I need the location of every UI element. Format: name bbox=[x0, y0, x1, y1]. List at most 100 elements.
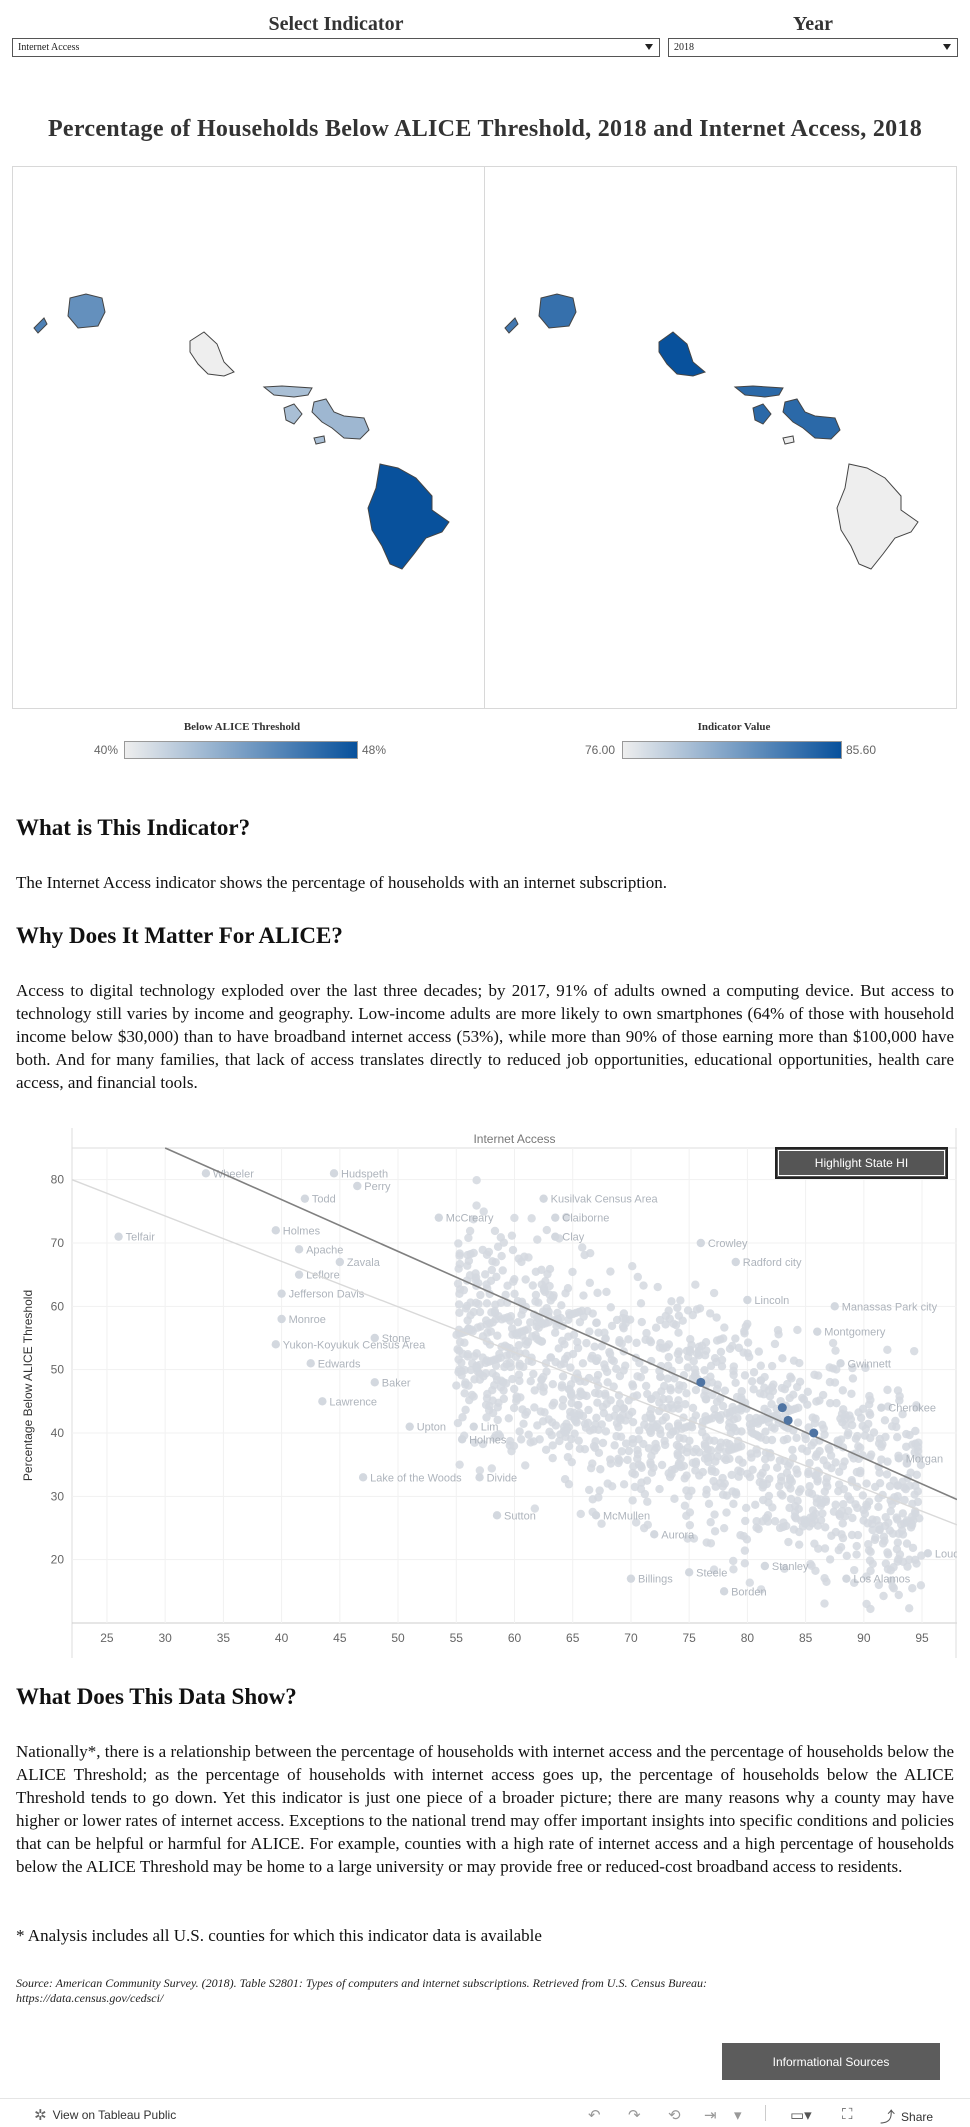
scatter-point bbox=[635, 1358, 644, 1368]
scatter-point bbox=[874, 1502, 883, 1512]
scatter-point bbox=[454, 1239, 463, 1248]
scatter-point bbox=[621, 1439, 631, 1448]
scatter-point bbox=[820, 1430, 829, 1439]
scatter-point bbox=[504, 1414, 513, 1423]
scatter-point bbox=[631, 1518, 641, 1527]
point-label: Borden bbox=[731, 1586, 766, 1598]
scatter-point bbox=[763, 1511, 773, 1520]
scatter-point bbox=[888, 1529, 898, 1538]
scatter-point bbox=[837, 1530, 846, 1539]
scatter-point bbox=[912, 1402, 922, 1412]
refresh-dropdown-icon[interactable]: ▾ bbox=[734, 2107, 742, 2124]
alice-map[interactable] bbox=[12, 166, 484, 709]
scatter-point bbox=[659, 1394, 668, 1404]
scatter-point bbox=[606, 1267, 615, 1276]
point-label: Aurora bbox=[661, 1529, 695, 1541]
scatter-point bbox=[492, 1511, 502, 1520]
scatter-point bbox=[201, 1169, 211, 1178]
point-label: Montgomery bbox=[824, 1327, 886, 1339]
scatter-point bbox=[548, 1441, 557, 1450]
scatter-point bbox=[463, 1352, 472, 1361]
scatter-point bbox=[499, 1238, 509, 1247]
scatter-point bbox=[657, 1460, 667, 1470]
scatter-point bbox=[797, 1444, 807, 1453]
map-island-oahu bbox=[189, 331, 235, 377]
point-label: Edwards bbox=[318, 1358, 361, 1370]
scatter-point bbox=[558, 1401, 567, 1411]
scatter-point bbox=[590, 1443, 600, 1453]
device-preview-icon[interactable]: ▭▾ bbox=[790, 2107, 812, 2124]
view-on-tableau-link[interactable]: ✲ View on Tableau Public bbox=[34, 2106, 176, 2124]
scatter-point bbox=[878, 1539, 888, 1548]
scatter-point bbox=[870, 1482, 880, 1492]
scatter-point bbox=[711, 1482, 720, 1491]
scatter-point bbox=[720, 1479, 729, 1488]
scatter-point bbox=[650, 1446, 659, 1455]
scatter-point bbox=[830, 1302, 839, 1311]
scatter-point bbox=[590, 1342, 599, 1351]
scatter-point bbox=[875, 1468, 884, 1478]
scatter-point bbox=[651, 1323, 661, 1332]
scatter-point bbox=[602, 1399, 611, 1408]
scatter-point bbox=[566, 1363, 575, 1372]
scatter-chart[interactable]: Internet Access 25 30 35 40 45 50 55 60 65 70 75 80 8… bbox=[12, 1128, 957, 1658]
scatter-point bbox=[752, 1449, 762, 1458]
scatter-point bbox=[710, 1353, 720, 1363]
scatter-point bbox=[551, 1213, 560, 1222]
scatter-point bbox=[562, 1212, 571, 1222]
fullscreen-icon[interactable]: ⛶ bbox=[842, 2106, 853, 2123]
redo-icon[interactable]: ↷ bbox=[628, 2107, 641, 2124]
scatter-point bbox=[747, 1377, 757, 1386]
scatter-point bbox=[508, 1245, 518, 1255]
pause-icon[interactable]: ⇥ bbox=[704, 2107, 717, 2124]
scatter-point bbox=[512, 1394, 522, 1403]
scatter-point bbox=[557, 1301, 566, 1310]
scatter-point bbox=[664, 1352, 673, 1362]
scatter-point bbox=[615, 1456, 624, 1465]
scatter-point bbox=[625, 1315, 635, 1324]
scatter-point bbox=[799, 1395, 809, 1404]
scatter-point bbox=[619, 1404, 628, 1413]
scatter-point bbox=[805, 1482, 814, 1491]
scatter-point bbox=[642, 1328, 651, 1338]
scatter-point bbox=[667, 1470, 676, 1479]
scatter-point bbox=[804, 1488, 814, 1497]
undo-icon[interactable]: ↶ bbox=[588, 2107, 601, 2124]
scatter-point bbox=[711, 1457, 720, 1466]
point-label: Yukon-Koyukuk Census Area bbox=[283, 1339, 426, 1351]
scatter-point bbox=[682, 1389, 691, 1398]
scatter-point bbox=[840, 1457, 849, 1466]
indicator-select[interactable]: Internet Access bbox=[12, 38, 660, 57]
scatter-point bbox=[739, 1532, 748, 1541]
scatter-point bbox=[510, 1289, 519, 1299]
scatter-point bbox=[886, 1506, 895, 1516]
indicator-map[interactable] bbox=[485, 166, 957, 709]
year-select[interactable]: 2018 bbox=[668, 38, 958, 57]
scatter-point bbox=[906, 1523, 916, 1532]
scatter-point bbox=[752, 1517, 761, 1526]
scatter-point bbox=[567, 1392, 577, 1401]
share-button[interactable]: ⤴ Share bbox=[880, 2106, 933, 2127]
highlight-state-button[interactable]: Highlight State HI bbox=[775, 1147, 948, 1179]
scatter-point bbox=[719, 1523, 729, 1533]
scatter-point bbox=[588, 1459, 597, 1468]
revert-icon[interactable]: ⟲ bbox=[668, 2107, 681, 2124]
scatter-point bbox=[370, 1378, 379, 1387]
map-island-molokai bbox=[733, 385, 784, 398]
scatter-point bbox=[578, 1411, 588, 1421]
informational-sources-button[interactable]: Informational Sources bbox=[722, 2043, 940, 2080]
indicator-legend-gradient bbox=[622, 741, 842, 759]
scatter-point bbox=[501, 1290, 510, 1300]
scatter-point bbox=[767, 1435, 777, 1445]
scatter-point bbox=[553, 1308, 562, 1318]
scatter-point bbox=[908, 1584, 917, 1593]
scatter-point bbox=[318, 1397, 327, 1406]
scatter-point bbox=[729, 1556, 738, 1566]
trend-line bbox=[71, 1179, 957, 1526]
scatter-point bbox=[271, 1226, 280, 1235]
scatter-point bbox=[472, 1175, 481, 1185]
scatter-point bbox=[678, 1316, 687, 1325]
scatter-point bbox=[766, 1453, 775, 1462]
scatter-point bbox=[584, 1485, 594, 1495]
point-label: Claiborne bbox=[562, 1213, 609, 1225]
